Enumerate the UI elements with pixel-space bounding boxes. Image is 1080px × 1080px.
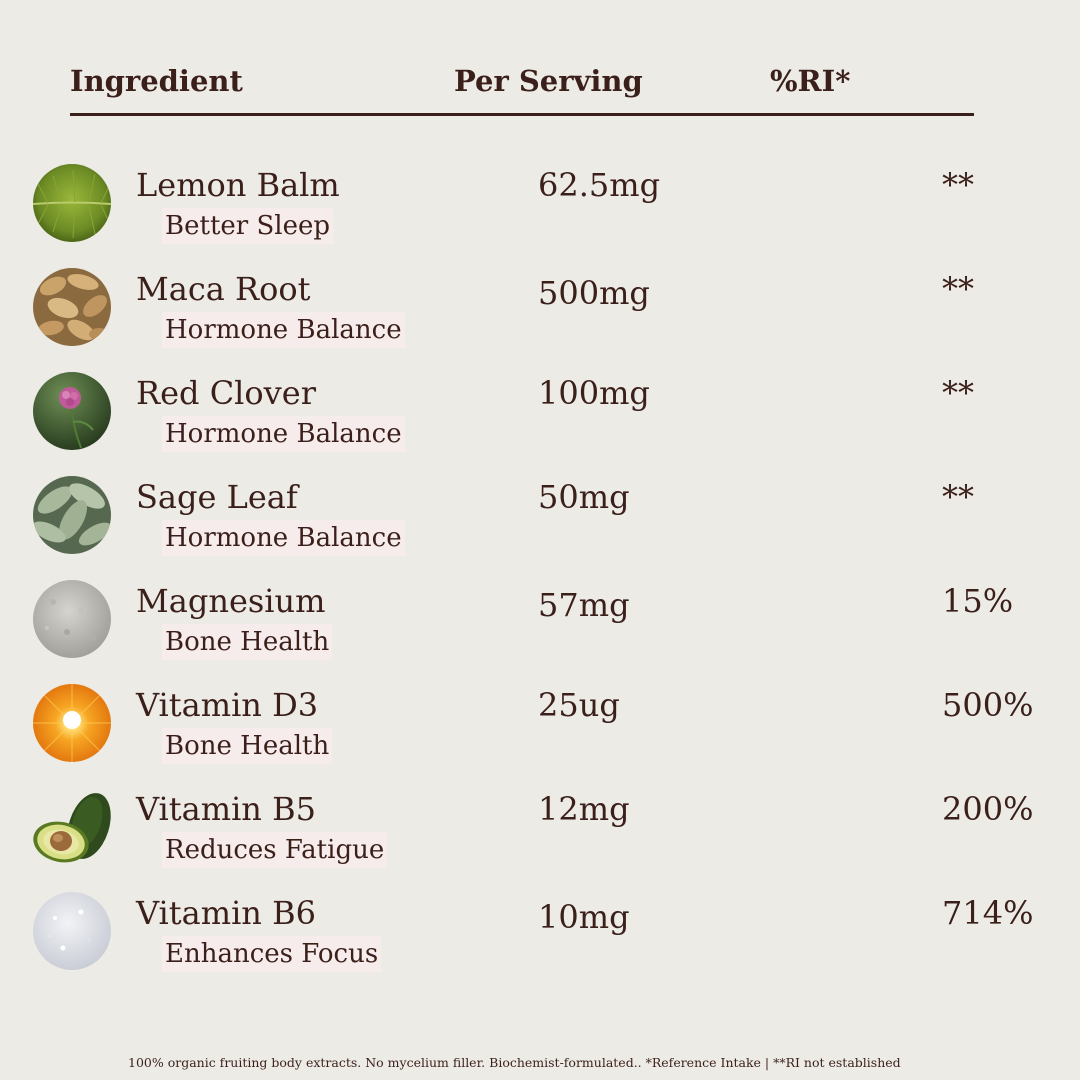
maca-root-icon <box>33 268 111 346</box>
header-per-serving: Per Serving <box>454 64 643 98</box>
table-row: Vitamin D3 Bone Health 25ug 500% <box>0 684 1080 788</box>
table-row: Vitamin B6 Enhances Focus 10mg 714% <box>0 892 1080 996</box>
table-row: Sage Leaf Hormone Balance 50mg ** <box>0 476 1080 580</box>
ingredient-name: Vitamin B6 <box>136 894 316 932</box>
ingredient-ri: 15% <box>942 582 1014 620</box>
ingredient-name: Sage Leaf <box>136 478 298 516</box>
sun-icon <box>33 684 111 762</box>
ingredient-benefit: Hormone Balance <box>162 416 405 452</box>
ingredient-amount: 10mg <box>538 898 630 936</box>
ingredient-ri: 714% <box>942 894 1034 932</box>
ingredient-benefit: Hormone Balance <box>162 312 405 348</box>
lemon-balm-leaf-icon <box>33 164 111 242</box>
ingredient-name: Vitamin D3 <box>136 686 319 724</box>
table-row: Magnesium Bone Health 57mg 15% <box>0 580 1080 684</box>
ingredient-benefit: Enhances Focus <box>162 936 382 972</box>
ingredient-amount: 500mg <box>538 274 650 312</box>
avocado-icon <box>33 788 111 866</box>
ingredient-name: Lemon Balm <box>136 166 340 204</box>
sage-leaf-icon <box>33 476 111 554</box>
ingredient-ri: 500% <box>942 686 1034 724</box>
ingredient-name: Maca Root <box>136 270 311 308</box>
ingredient-amount: 50mg <box>538 478 630 516</box>
footnote: 100% organic fruiting body extracts. No … <box>128 1055 901 1070</box>
white-powder-icon <box>33 892 111 970</box>
table-row: Red Clover Hormone Balance 100mg ** <box>0 372 1080 476</box>
table-row: Vitamin B5 Reduces Fatigue 12mg 200% <box>0 788 1080 892</box>
ingredient-name: Red Clover <box>136 374 316 412</box>
ingredient-ri: ** <box>942 270 974 308</box>
ingredient-amount: 100mg <box>538 374 650 412</box>
ingredient-benefit: Bone Health <box>162 728 333 764</box>
ingredient-ri: ** <box>942 478 974 516</box>
header-divider <box>70 113 974 116</box>
red-clover-flower-icon <box>33 372 111 450</box>
header-ri: %RI* <box>770 64 851 98</box>
ingredient-name: Magnesium <box>136 582 326 620</box>
ingredient-benefit: Bone Health <box>162 624 333 660</box>
ingredient-name: Vitamin B5 <box>136 790 316 828</box>
ingredient-benefit: Better Sleep <box>162 208 334 244</box>
ingredient-amount: 12mg <box>538 790 630 828</box>
ingredient-benefit: Reduces Fatigue <box>162 832 388 868</box>
table-row: Maca Root Hormone Balance 500mg ** <box>0 268 1080 372</box>
header-ingredient: Ingredient <box>70 64 243 98</box>
ingredient-benefit: Hormone Balance <box>162 520 405 556</box>
ingredient-ri: 200% <box>942 790 1034 828</box>
ingredient-amount: 57mg <box>538 586 630 624</box>
magnesium-powder-icon <box>33 580 111 658</box>
table-row: Lemon Balm Better Sleep 62.5mg ** <box>0 164 1080 268</box>
ingredient-amount: 62.5mg <box>538 166 661 204</box>
ingredient-ri: ** <box>942 166 974 204</box>
ingredient-amount: 25ug <box>538 686 620 724</box>
ingredient-ri: ** <box>942 374 974 412</box>
